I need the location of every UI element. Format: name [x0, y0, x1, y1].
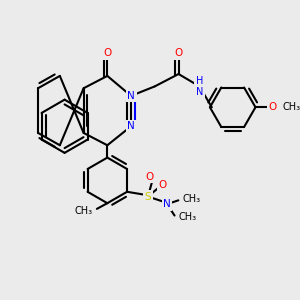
Text: O: O: [268, 102, 277, 112]
Text: O: O: [103, 48, 112, 58]
Text: CH₃: CH₃: [182, 194, 200, 204]
Text: N: N: [127, 91, 135, 101]
Text: H
N: H N: [196, 76, 203, 97]
Text: O: O: [174, 48, 183, 58]
Text: N: N: [127, 121, 135, 131]
Text: O: O: [158, 180, 166, 190]
Text: O: O: [146, 172, 154, 182]
Text: S: S: [145, 191, 151, 202]
Text: CH₃: CH₃: [282, 102, 300, 112]
Text: N: N: [163, 199, 171, 209]
Text: CH₃: CH₃: [74, 206, 92, 216]
Text: CH₃: CH₃: [178, 212, 196, 222]
